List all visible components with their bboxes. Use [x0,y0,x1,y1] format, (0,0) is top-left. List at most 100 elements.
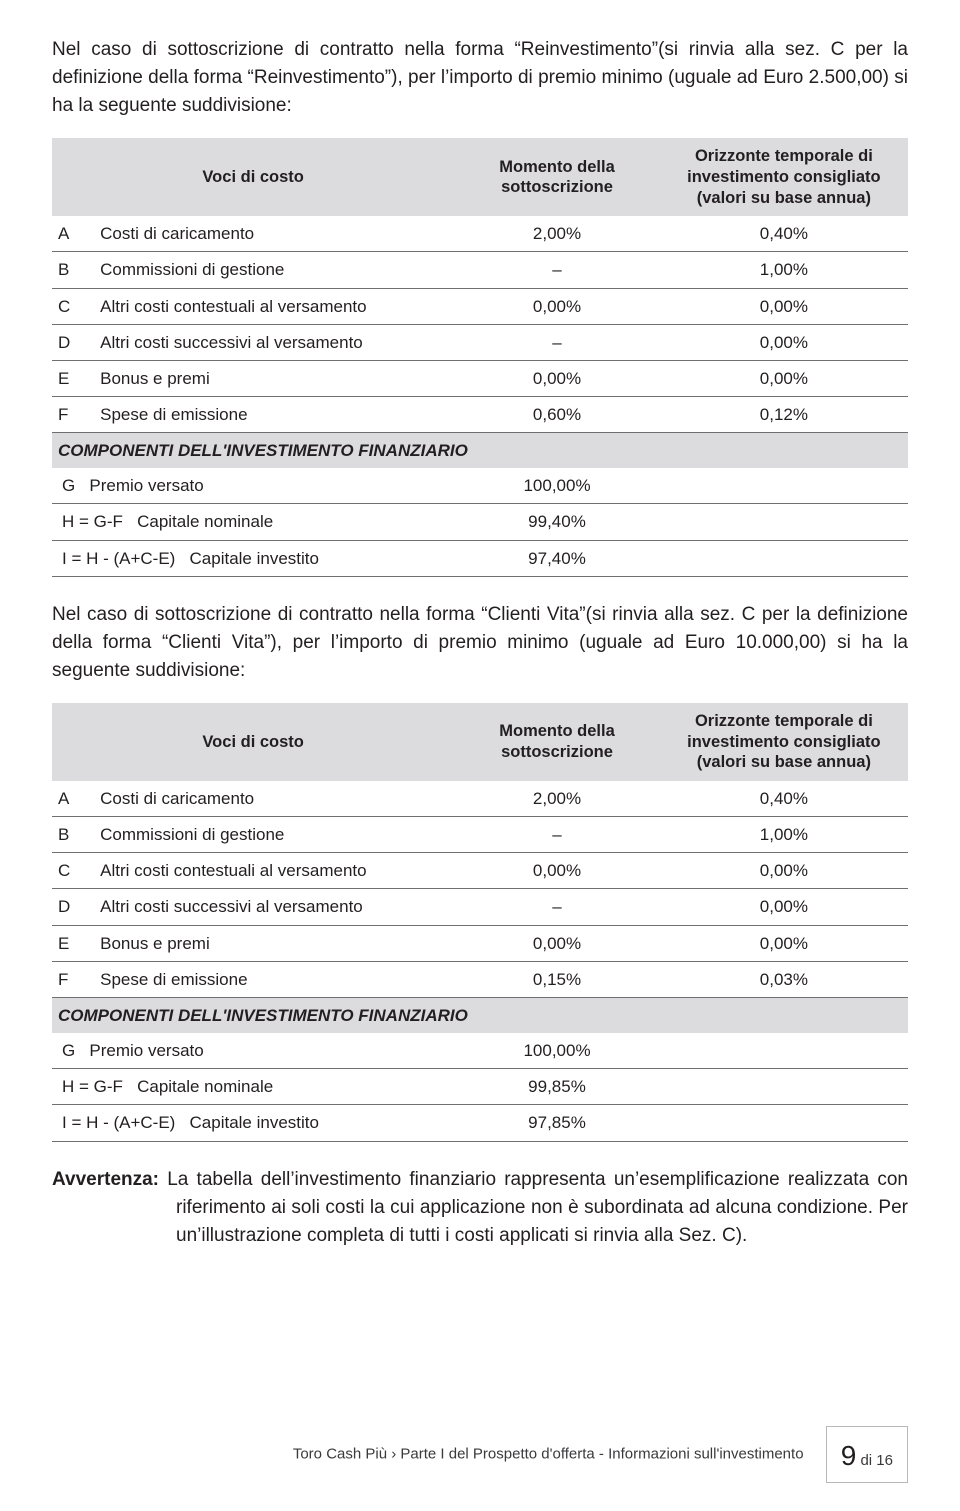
row-value-momento: – [454,252,659,288]
row-value-momento: 0,00% [454,853,659,889]
row-label: G Premio versato [52,1033,454,1069]
row-label: I = H - (A+C-E) Capitale investito [52,1105,454,1141]
row-code: C [52,853,90,889]
warning-paragraph: Avvertenza: La tabella dell’investimento… [52,1166,908,1250]
row-code: B [52,252,90,288]
row-value-momento: 2,00% [454,216,659,252]
row-value-momento: 99,40% [454,504,659,540]
row-value-momento: 2,00% [454,781,659,817]
row-label: H = G-F Capitale nominale [52,504,454,540]
row-value-momento: 97,40% [454,540,659,576]
row-code: E [52,925,90,961]
row-code: F [52,961,90,997]
table-row: BCommissioni di gestione–1,00% [52,252,908,288]
th-momento: Momento della sottoscrizione [454,138,659,216]
table-row: DAltri costi successivi al versamento–0,… [52,324,908,360]
row-value-orizzonte: 0,00% [660,360,908,396]
row-value-orizzonte [660,504,908,540]
warning-text: La tabella dell’investimento finanziario… [167,1169,908,1246]
row-value-momento: 0,15% [454,961,659,997]
row-value-orizzonte: 0,03% [660,961,908,997]
row-value-orizzonte: 0,40% [660,781,908,817]
row-value-orizzonte [660,468,908,504]
row-code: F [52,396,90,432]
th-orizzonte: Orizzonte temporale di investimento cons… [660,138,908,216]
row-value-momento: 97,85% [454,1105,659,1141]
page-number: 9 [841,1440,857,1471]
row-code: A [52,781,90,817]
intro-paragraph-2: Nel caso di sottoscrizione di contratto … [52,601,908,685]
row-label: Bonus e premi [90,360,454,396]
table-row: FSpese di emissione0,15%0,03% [52,961,908,997]
page-number-box: 9 di 16 [826,1426,908,1483]
row-value-momento: 0,00% [454,925,659,961]
row-value-momento: – [454,889,659,925]
row-value-orizzonte: 0,00% [660,889,908,925]
row-value-momento: 100,00% [454,1033,659,1069]
row-value-orizzonte: 1,00% [660,817,908,853]
row-label: Altri costi contestuali al versamento [90,853,454,889]
table-row: FSpese di emissione0,60%0,12% [52,396,908,432]
row-value-momento: 100,00% [454,468,659,504]
row-value-momento: 0,00% [454,288,659,324]
warning-label: Avvertenza: [52,1169,159,1190]
table-row: CAltri costi contestuali al versamento0,… [52,288,908,324]
row-value-orizzonte: 0,00% [660,324,908,360]
cost-table-clienti-vita: Voci di costo Momento della sottoscrizio… [52,703,908,1141]
table-row: G Premio versato100,00% [52,1033,908,1069]
row-label: Spese di emissione [90,961,454,997]
row-label: Costi di caricamento [90,216,454,252]
table-row: G Premio versato100,00% [52,468,908,504]
table-row: I = H - (A+C-E) Capitale investito97,40% [52,540,908,576]
table-row: H = G-F Capitale nominale99,40% [52,504,908,540]
th-momento: Momento della sottoscrizione [454,703,659,781]
intro-paragraph-1: Nel caso di sottoscrizione di contratto … [52,36,908,120]
row-value-orizzonte: 0,00% [660,853,908,889]
section-header: COMPONENTI DELL'INVESTIMENTO FINANZIARIO [52,997,908,1033]
row-label: Commissioni di gestione [90,252,454,288]
row-value-momento: – [454,817,659,853]
table-row: H = G-F Capitale nominale99,85% [52,1069,908,1105]
row-value-orizzonte: 0,40% [660,216,908,252]
cost-table-reinvestimento: Voci di costo Momento della sottoscrizio… [52,138,908,576]
th-voci: Voci di costo [52,703,454,781]
row-value-momento: 0,00% [454,360,659,396]
th-voci: Voci di costo [52,138,454,216]
page-footer: Toro Cash Più › Parte I del Prospetto d'… [52,1426,908,1483]
row-value-orizzonte [660,540,908,576]
section-header: COMPONENTI DELL'INVESTIMENTO FINANZIARIO [52,433,908,469]
row-code: E [52,360,90,396]
row-value-orizzonte [660,1033,908,1069]
row-value-orizzonte [660,1105,908,1141]
row-code: C [52,288,90,324]
row-value-momento: 99,85% [454,1069,659,1105]
row-label: G Premio versato [52,468,454,504]
row-value-orizzonte: 0,00% [660,925,908,961]
row-label: I = H - (A+C-E) Capitale investito [52,540,454,576]
row-label: Costi di caricamento [90,781,454,817]
row-label: Altri costi contestuali al versamento [90,288,454,324]
row-label: Altri costi successivi al versamento [90,889,454,925]
table-row: DAltri costi successivi al versamento–0,… [52,889,908,925]
row-value-orizzonte: 0,00% [660,288,908,324]
row-label: Bonus e premi [90,925,454,961]
row-label: Spese di emissione [90,396,454,432]
row-code: D [52,889,90,925]
row-code: D [52,324,90,360]
th-orizzonte: Orizzonte temporale di investimento cons… [660,703,908,781]
row-value-orizzonte [660,1069,908,1105]
page-total: di 16 [860,1452,893,1469]
row-label: H = G-F Capitale nominale [52,1069,454,1105]
row-value-orizzonte: 0,12% [660,396,908,432]
table-row: CAltri costi contestuali al versamento0,… [52,853,908,889]
row-label: Commissioni di gestione [90,817,454,853]
table-row: ACosti di caricamento2,00%0,40% [52,216,908,252]
row-value-orizzonte: 1,00% [660,252,908,288]
table-row: ACosti di caricamento2,00%0,40% [52,781,908,817]
row-code: A [52,216,90,252]
footer-doc-title: Toro Cash Più › Parte I del Prospetto d'… [293,1445,804,1462]
table-row: I = H - (A+C-E) Capitale investito97,85% [52,1105,908,1141]
row-value-momento: 0,60% [454,396,659,432]
row-label: Altri costi successivi al versamento [90,324,454,360]
row-code: B [52,817,90,853]
